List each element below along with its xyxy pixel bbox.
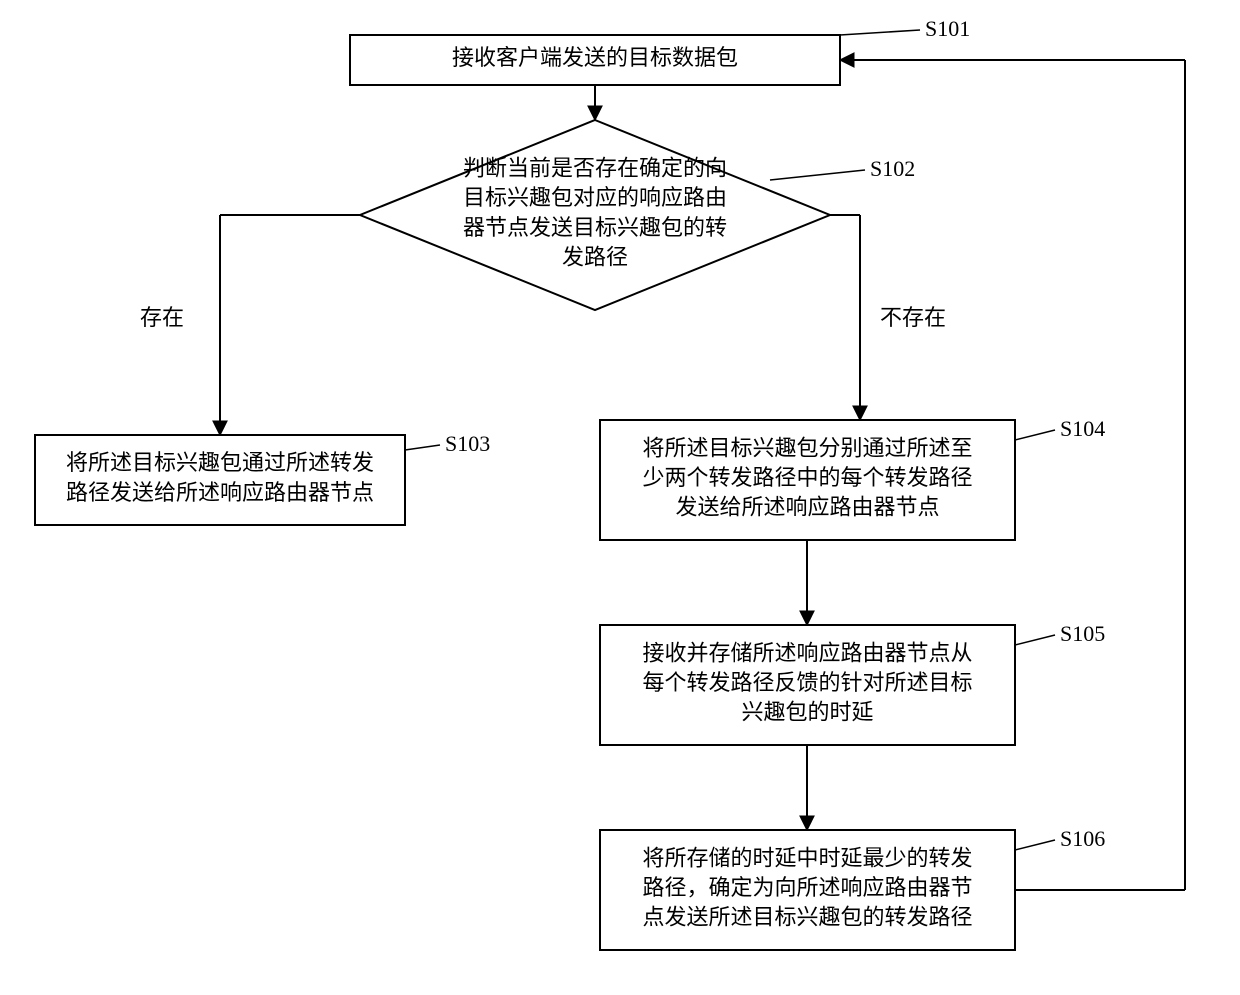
svg-text:将所述目标兴趣包分别通过所述至: 将所述目标兴趣包分别通过所述至 <box>642 435 972 460</box>
step-leader <box>840 30 920 35</box>
svg-text:少两个转发路径中的每个转发路径: 少两个转发路径中的每个转发路径 <box>642 465 972 490</box>
svg-text:器节点发送目标兴趣包的转: 器节点发送目标兴趣包的转 <box>463 215 727 240</box>
step-label: S105 <box>1060 621 1105 646</box>
step-label: S102 <box>870 156 915 181</box>
svg-text:路径，确定为向所述响应路由器节: 路径，确定为向所述响应路由器节 <box>642 875 972 900</box>
svg-text:将所述目标兴趣包通过所述转发: 将所述目标兴趣包通过所述转发 <box>66 450 374 475</box>
svg-text:每个转发路径反馈的针对所述目标: 每个转发路径反馈的针对所述目标 <box>642 670 972 695</box>
svg-text:点发送所述目标兴趣包的转发路径: 点发送所述目标兴趣包的转发路径 <box>642 905 972 930</box>
svg-text:发送给所述响应路由器节点: 发送给所述响应路由器节点 <box>675 495 939 520</box>
svg-text:路径发送给所述响应路由器节点: 路径发送给所述响应路由器节点 <box>66 480 374 505</box>
svg-text:将所存储的时延中时延最少的转发: 将所存储的时延中时延最少的转发 <box>642 845 972 870</box>
step-label: S101 <box>925 16 970 41</box>
svg-text:兴趣包的时延: 兴趣包的时延 <box>741 700 873 725</box>
branch-label-not_exists: 不存在 <box>880 305 946 330</box>
step-leader <box>1015 840 1055 850</box>
svg-text:接收并存储所述响应路由器节点从: 接收并存储所述响应路由器节点从 <box>642 640 972 665</box>
step-leader <box>405 445 440 450</box>
step-leader <box>1015 430 1055 440</box>
branch-label-exists: 存在 <box>140 305 184 330</box>
step-label: S104 <box>1060 416 1105 441</box>
step-leader <box>770 170 865 180</box>
svg-text:判断当前是否存在确定的向: 判断当前是否存在确定的向 <box>463 155 727 180</box>
flowchart-canvas: 接收客户端发送的目标数据包 S101 判断当前是否存在确定的向目标兴趣包对应的响应路… <box>0 0 1240 995</box>
svg-text:目标兴趣包对应的响应路由: 目标兴趣包对应的响应路由 <box>463 185 727 210</box>
step-leader <box>1015 635 1055 645</box>
step-label: S106 <box>1060 826 1105 851</box>
svg-text:发路径: 发路径 <box>562 245 628 270</box>
step-label: S103 <box>445 431 490 456</box>
svg-text:接收客户端发送的目标数据包: 接收客户端发送的目标数据包 <box>452 45 738 70</box>
